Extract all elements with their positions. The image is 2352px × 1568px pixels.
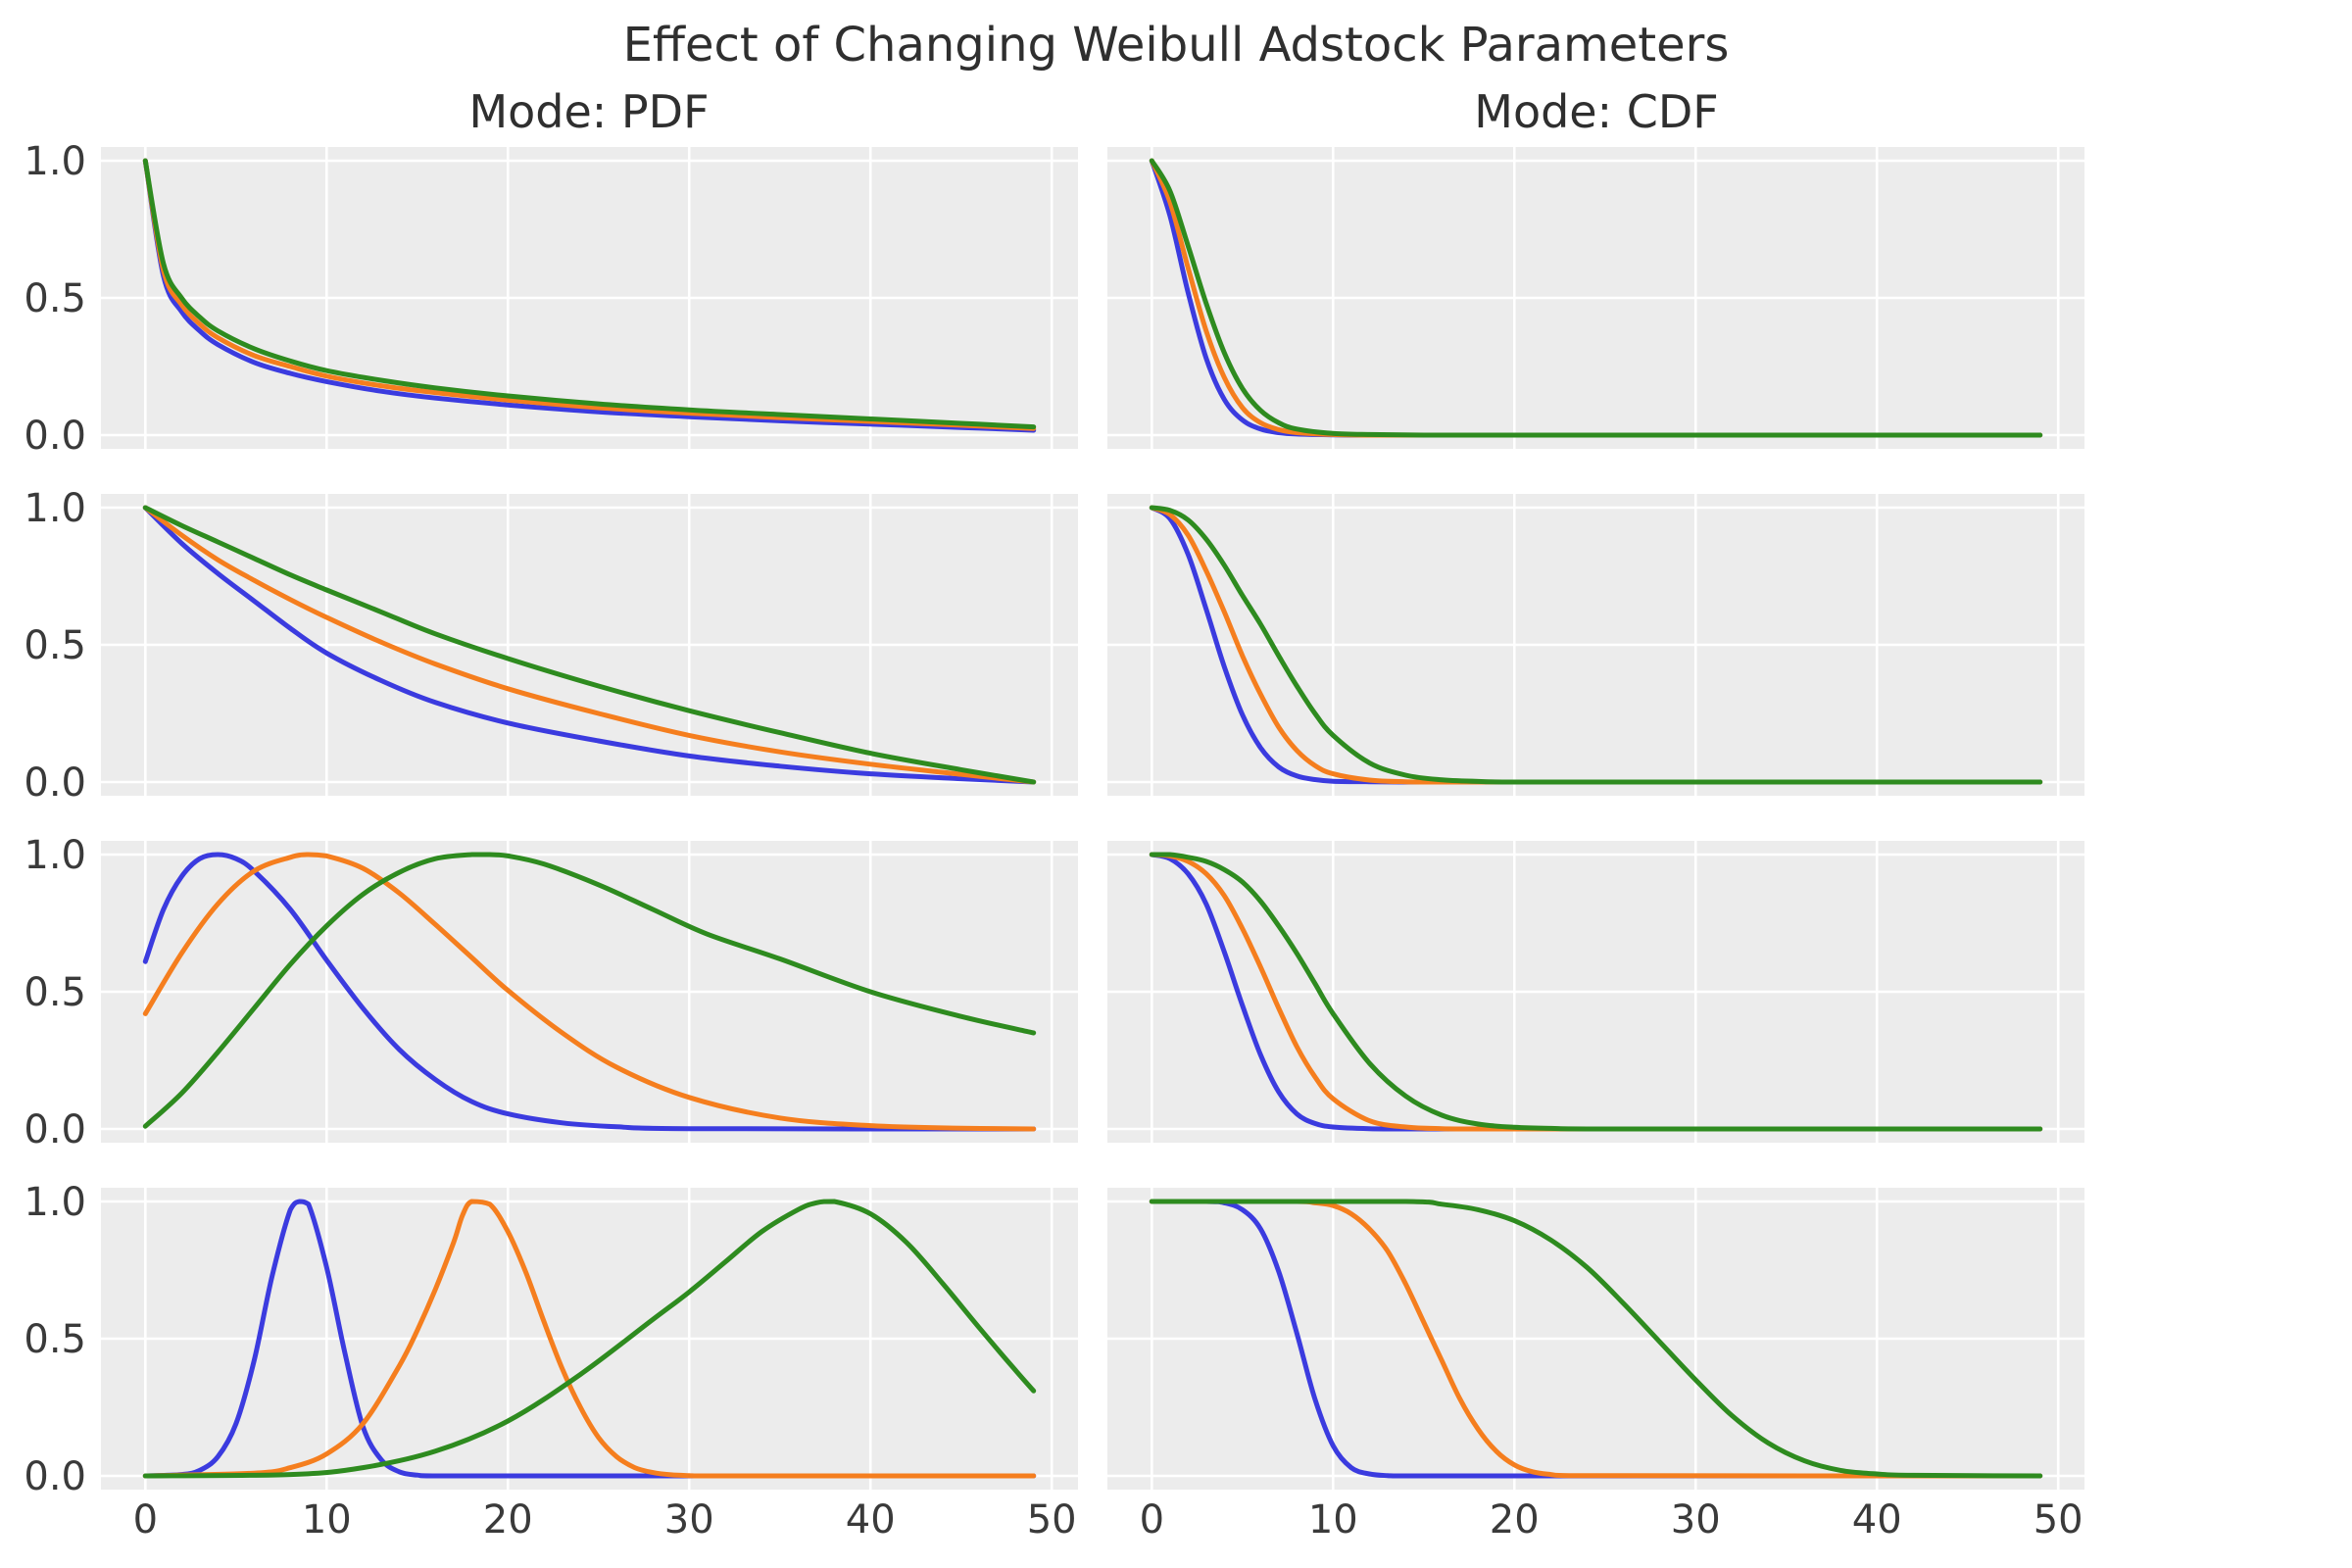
curve-orange-row4-cdf (1149, 1199, 2043, 1479)
curve-green-row4-cdf (1149, 1199, 2043, 1479)
y-tick-label-1.0-row1-pdf: 1.0 (24, 139, 86, 184)
x-tick-label-20-row4-cdf: 20 (1490, 1497, 1540, 1543)
curve-green-row2-cdf (1149, 505, 2043, 785)
y-tick-label-0.0-row3-pdf: 0.0 (24, 1107, 86, 1152)
curve-blue-row4-cdf (1149, 1199, 2043, 1479)
x-tick-label-20-row4-pdf: 20 (483, 1497, 533, 1543)
panels-layer: 0.0 0.5 1.0 0.0 0.5 1.0 0.0 0.5 1.0 0.0 0.5 1.0 0 10 2… (24, 139, 2084, 1543)
x-tick-label-30-row4-cdf: 30 (1671, 1497, 1721, 1543)
y-tick-label-0.0-row4-pdf: 0.0 (24, 1454, 86, 1499)
y-tick-label-1.0-row2-pdf: 1.0 (24, 486, 86, 531)
curve-green-row1-cdf (1149, 158, 2043, 438)
curve-green-row1-pdf (142, 158, 1037, 430)
column-title-pdf: Mode: PDF (468, 85, 709, 138)
figure-title: Effect of Changing Weibull Adstock Param… (623, 18, 1730, 73)
y-tick-label-1.0-row4-pdf: 1.0 (24, 1180, 86, 1225)
y-tick-label-0.5-row3-pdf: 0.5 (24, 970, 86, 1015)
curve-blue-row2-pdf (142, 505, 1037, 785)
curve-blue-row4-pdf (142, 1199, 1037, 1479)
curve-green-row3-pdf (142, 852, 1037, 1129)
x-tick-label-10-row4-pdf: 10 (302, 1497, 352, 1543)
x-tick-label-10-row4-cdf: 10 (1308, 1497, 1358, 1543)
y-tick-label-1.0-row3-pdf: 1.0 (24, 833, 86, 878)
curve-green-row3-cdf (1149, 852, 2043, 1132)
y-tick-label-0.5-row4-pdf: 0.5 (24, 1317, 86, 1362)
y-tick-label-0.5-row2-pdf: 0.5 (24, 623, 86, 668)
curve-green-row2-pdf (142, 505, 1037, 785)
x-tick-label-30-row4-pdf: 30 (664, 1497, 714, 1543)
y-tick-label-0.0-row1-pdf: 0.0 (24, 414, 86, 459)
curve-orange-row4-pdf (142, 1199, 1037, 1479)
column-title-cdf: Mode: CDF (1474, 85, 1718, 138)
curve-blue-row1-pdf (142, 158, 1037, 433)
x-tick-label-50-row4-pdf: 50 (1027, 1497, 1077, 1543)
x-tick-label-40-row4-pdf: 40 (846, 1497, 896, 1543)
curve-orange-row3-pdf (142, 852, 1037, 1132)
x-tick-label-50-row4-cdf: 50 (2034, 1497, 2083, 1543)
y-tick-label-0.5-row1-pdf: 0.5 (24, 276, 86, 321)
y-tick-label-0.0-row2-pdf: 0.0 (24, 760, 86, 806)
curve-blue-row3-pdf (142, 852, 1037, 1132)
x-tick-label-0-row4-pdf: 0 (133, 1497, 158, 1543)
curve-orange-row1-pdf (142, 158, 1037, 431)
curve-orange-row2-pdf (142, 505, 1037, 785)
x-tick-label-0-row4-cdf: 0 (1140, 1497, 1164, 1543)
curve-green-row4-pdf (142, 1199, 1037, 1479)
x-tick-label-40-row4-cdf: 40 (1852, 1497, 1902, 1543)
